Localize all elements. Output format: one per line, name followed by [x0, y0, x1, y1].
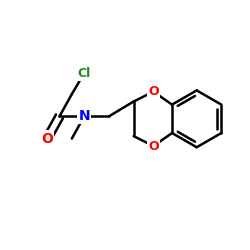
Text: O: O: [41, 132, 53, 145]
Text: O: O: [148, 85, 159, 98]
Text: Cl: Cl: [78, 66, 91, 80]
Text: O: O: [148, 140, 159, 152]
Text: N: N: [78, 109, 90, 123]
